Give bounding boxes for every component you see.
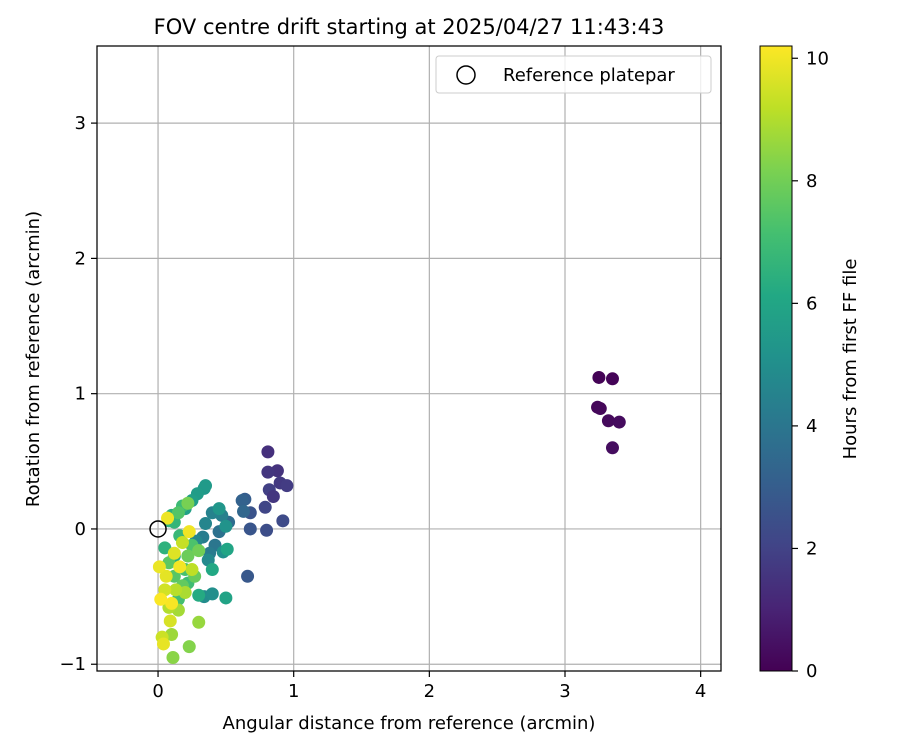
data-point — [199, 479, 213, 493]
data-point — [181, 496, 195, 510]
data-point — [171, 506, 185, 520]
legend: Reference platepar — [435, 55, 712, 94]
colorbar-ticks: 0 2 4 6 8 10 — [792, 48, 829, 682]
y-tick-label: 1 — [75, 384, 86, 405]
plot-frame — [96, 45, 722, 672]
colorbar-tick-label: 0 — [806, 661, 817, 682]
data-point — [175, 535, 189, 549]
y-tick-label: 0 — [75, 519, 86, 540]
data-point — [593, 402, 607, 416]
colorbar-gradient — [759, 45, 793, 672]
data-point — [219, 519, 233, 533]
data-point — [205, 563, 219, 577]
colorbar-tick-label: 6 — [806, 293, 817, 314]
data-point — [205, 587, 219, 601]
data-point — [241, 569, 255, 583]
data-point — [192, 615, 206, 629]
data-point — [605, 372, 619, 386]
data-point — [592, 370, 606, 384]
data-point — [199, 517, 213, 531]
data-point — [276, 514, 290, 528]
data-point — [181, 549, 195, 563]
reference-platepar-marker — [149, 520, 167, 538]
colorbar-tick-label: 10 — [806, 48, 829, 69]
data-point — [159, 569, 173, 583]
colorbar-tick-label: 4 — [806, 416, 817, 437]
grid-lines — [97, 46, 721, 671]
data-point — [601, 414, 615, 428]
data-point — [235, 494, 249, 508]
data-point — [612, 415, 626, 429]
data-point — [173, 560, 187, 574]
y-tick-label: 2 — [75, 248, 86, 269]
data-point — [192, 588, 206, 602]
data-point — [156, 637, 170, 651]
x-tick-label: 4 — [695, 681, 706, 702]
y-axis-label: Rotation from reference (arcmin) — [23, 211, 44, 507]
chart-title: FOV centre drift starting at 2025/04/27 … — [154, 15, 665, 39]
data-point — [220, 542, 234, 556]
x-tick-label: 3 — [559, 681, 570, 702]
data-point — [237, 504, 251, 518]
data-point — [167, 546, 181, 560]
legend-marker-open-circle-icon — [456, 65, 476, 85]
legend-box — [435, 55, 712, 94]
y-tick-label: −1 — [59, 654, 86, 675]
scatter-points — [152, 370, 626, 664]
x-axis-label: Angular distance from reference (arcmin) — [223, 713, 596, 734]
data-point — [158, 541, 172, 555]
data-point — [161, 511, 175, 525]
x-tick-label: 1 — [288, 681, 299, 702]
colorbar-tick-label: 2 — [806, 538, 817, 559]
x-tick-label: 2 — [424, 681, 435, 702]
data-point — [192, 544, 206, 558]
data-point — [185, 563, 199, 577]
x-axis-ticks: 0 1 2 3 4 — [152, 671, 706, 702]
colorbar: 0 2 4 6 8 10 Hours from first FF file — [759, 45, 861, 682]
data-point — [182, 525, 196, 539]
data-point — [169, 583, 183, 597]
data-point — [182, 640, 196, 654]
data-point — [154, 592, 168, 606]
data-point — [165, 596, 179, 610]
data-point — [261, 445, 275, 459]
y-tick-label: 3 — [75, 113, 86, 134]
data-point — [243, 522, 257, 536]
data-point — [212, 502, 226, 516]
colorbar-label: Hours from first FF file — [840, 259, 861, 460]
colorbar-tick-label: 8 — [806, 171, 817, 192]
data-point — [219, 591, 233, 605]
data-point — [261, 465, 275, 479]
data-point — [270, 464, 284, 478]
legend-label-reference-platepar: Reference platepar — [503, 65, 675, 86]
data-point — [605, 441, 619, 455]
data-point — [163, 614, 177, 628]
y-axis-ticks: −1 0 1 2 3 — [59, 113, 97, 675]
data-point — [260, 523, 274, 537]
x-tick-label: 0 — [152, 681, 163, 702]
data-point — [280, 479, 294, 493]
data-point — [266, 489, 280, 503]
data-point — [152, 560, 166, 574]
data-point — [166, 650, 180, 664]
data-point — [258, 500, 272, 514]
